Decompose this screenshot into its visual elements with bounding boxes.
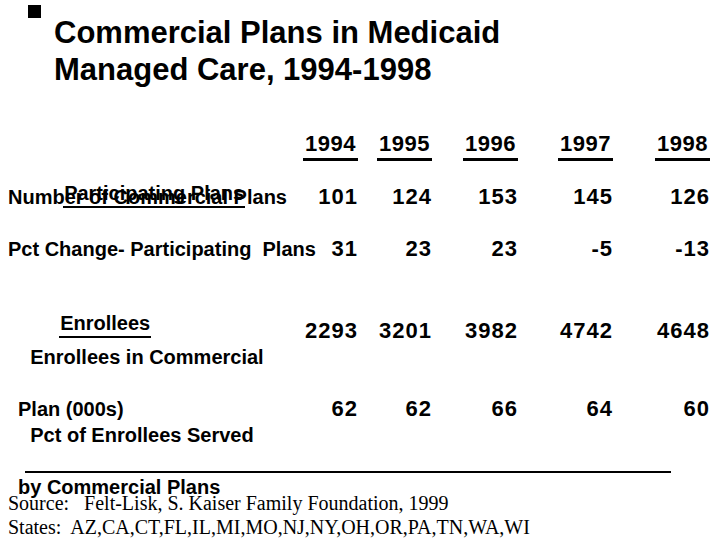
year-header-1995: 1995	[340, 131, 432, 161]
year-header-1997: 1997	[521, 131, 613, 161]
cell-value: 4742	[521, 318, 613, 344]
page-title-line-2: Managed Care, 1994-1998	[54, 51, 554, 88]
cell-value: 23	[426, 236, 518, 262]
cell-value: -13	[618, 236, 710, 262]
cell-value: 23	[340, 236, 432, 262]
cell-value: 66	[426, 396, 518, 422]
cell-value: 153	[426, 184, 518, 210]
page-title: Commercial Plans in Medicaid Managed Car…	[54, 14, 554, 88]
slide-marker-square-icon	[28, 5, 41, 18]
cell-value: -5	[521, 236, 613, 262]
states-text: States: AZ,CA,CT,FL,IL,MI,MO,NJ,NY,OH,OR…	[8, 516, 530, 539]
cell-value: 126	[618, 184, 710, 210]
year-header-1996: 1996	[426, 131, 518, 161]
page-title-line-1: Commercial Plans in Medicaid	[54, 14, 554, 51]
cell-value: 64	[521, 396, 613, 422]
cell-value: 124	[340, 184, 432, 210]
row-label: Number of Commercial Plans	[8, 184, 287, 210]
cell-value: 4648	[618, 318, 710, 344]
source-text: Source: Felt-Lisk, S. Kaiser Family Foun…	[8, 492, 449, 515]
cell-value: 3201	[340, 318, 432, 344]
footer-divider-line	[25, 471, 671, 473]
cell-value: 145	[521, 184, 613, 210]
cell-value: 60	[618, 396, 710, 422]
cell-value: 62	[340, 396, 432, 422]
year-header-1998: 1998	[618, 131, 710, 161]
cell-value: 3982	[426, 318, 518, 344]
